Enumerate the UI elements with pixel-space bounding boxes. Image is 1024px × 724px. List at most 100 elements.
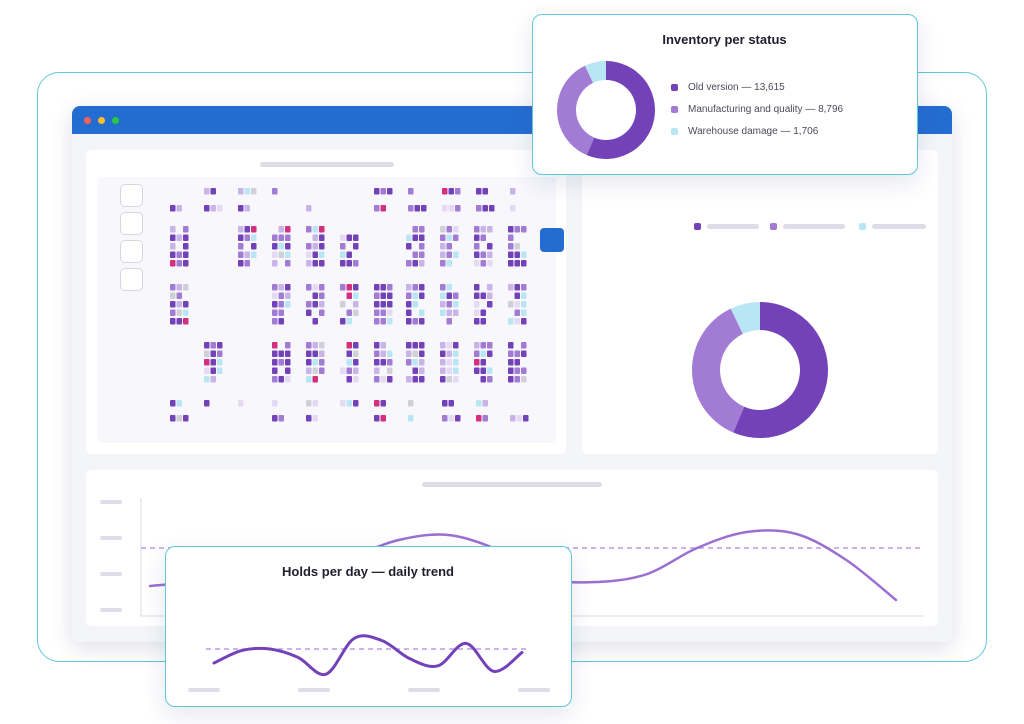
storage-cell bbox=[353, 243, 359, 250]
storage-cell bbox=[419, 292, 425, 299]
storage-cell bbox=[204, 342, 210, 349]
storage-cell bbox=[446, 243, 452, 250]
storage-cell bbox=[508, 226, 514, 233]
storage-cell bbox=[514, 226, 520, 233]
storage-cell bbox=[523, 415, 529, 422]
x-tick-placeholder bbox=[518, 688, 550, 692]
storage-cell bbox=[408, 415, 414, 422]
storage-cell bbox=[176, 400, 182, 407]
storage-cell bbox=[346, 284, 352, 291]
status-donut-card bbox=[582, 150, 938, 454]
legend-label: Warehouse damage — 1,706 bbox=[688, 125, 819, 137]
inventory-status-popup: Inventory per status Old version — 13,61… bbox=[532, 14, 918, 175]
donut-slice-warehouse-damage bbox=[584, 61, 606, 83]
storage-cell bbox=[514, 350, 520, 357]
storage-cell bbox=[170, 309, 176, 316]
storage-cell bbox=[374, 301, 380, 308]
storage-cell bbox=[183, 318, 189, 325]
storage-cell bbox=[446, 301, 452, 308]
storage-cell bbox=[440, 342, 446, 349]
storage-cell bbox=[419, 359, 425, 366]
storage-cell bbox=[508, 284, 514, 291]
map-tool-button[interactable] bbox=[120, 240, 143, 263]
storage-cell bbox=[374, 292, 380, 299]
storage-cell bbox=[510, 205, 516, 212]
storage-cell bbox=[446, 350, 452, 357]
storage-cell bbox=[278, 415, 284, 422]
storage-cell bbox=[412, 376, 418, 383]
storage-cell bbox=[346, 318, 352, 325]
storage-cell bbox=[412, 234, 418, 241]
warehouse-grid bbox=[170, 188, 529, 422]
storage-cell bbox=[412, 251, 418, 258]
map-tool-button[interactable] bbox=[120, 212, 143, 235]
storage-cell bbox=[272, 342, 278, 349]
storage-cell bbox=[251, 226, 257, 233]
storage-cell bbox=[170, 318, 176, 325]
storage-cell bbox=[406, 260, 412, 267]
legend-label-placeholder bbox=[783, 224, 845, 229]
storage-cell bbox=[312, 359, 318, 366]
storage-cell bbox=[514, 243, 520, 250]
storage-cell bbox=[278, 243, 284, 250]
storage-cell bbox=[514, 251, 520, 258]
storage-cell bbox=[412, 226, 418, 233]
storage-cell bbox=[487, 260, 493, 267]
storage-cell bbox=[508, 318, 514, 325]
maximize-dot[interactable] bbox=[112, 117, 119, 124]
storage-cell bbox=[387, 350, 393, 357]
storage-cell bbox=[508, 301, 514, 308]
storage-cell bbox=[306, 284, 312, 291]
storage-cell bbox=[406, 309, 412, 316]
storage-cell bbox=[412, 318, 418, 325]
storage-cell bbox=[285, 359, 291, 366]
storage-cell bbox=[312, 350, 318, 357]
map-tool-button[interactable] bbox=[120, 268, 143, 291]
storage-cell bbox=[312, 415, 318, 422]
storage-cell bbox=[412, 367, 418, 374]
storage-cell bbox=[380, 301, 386, 308]
storage-cell bbox=[514, 367, 520, 374]
storage-cell bbox=[387, 359, 393, 366]
storage-cell bbox=[380, 284, 386, 291]
storage-cell bbox=[387, 309, 393, 316]
storage-cell bbox=[272, 188, 278, 195]
storage-cell bbox=[272, 243, 278, 250]
storage-cell bbox=[278, 350, 284, 357]
storage-cell bbox=[455, 415, 461, 422]
x-tick-placeholder bbox=[298, 688, 330, 692]
storage-cell bbox=[176, 318, 182, 325]
donut-slice-manufacturing-and-quality bbox=[557, 65, 595, 156]
map-action-button[interactable] bbox=[540, 228, 564, 252]
storage-cell bbox=[474, 301, 480, 308]
storage-cell bbox=[406, 342, 412, 349]
x-tick-placeholder bbox=[188, 688, 220, 692]
storage-cell bbox=[346, 292, 352, 299]
storage-cell bbox=[312, 260, 318, 267]
storage-cell bbox=[412, 342, 418, 349]
storage-cell bbox=[419, 260, 425, 267]
storage-cell bbox=[285, 367, 291, 374]
storage-cell bbox=[406, 301, 412, 308]
storage-cell bbox=[406, 318, 412, 325]
storage-cell bbox=[306, 376, 312, 383]
storage-cell bbox=[272, 367, 278, 374]
map-tool-button[interactable] bbox=[120, 184, 143, 207]
storage-cell bbox=[480, 226, 486, 233]
storage-cell bbox=[238, 226, 244, 233]
storage-cell bbox=[412, 284, 418, 291]
inventory-popup-title: Inventory per status bbox=[662, 32, 787, 47]
close-dot[interactable] bbox=[84, 117, 91, 124]
storage-cell bbox=[521, 226, 527, 233]
storage-cell bbox=[380, 359, 386, 366]
storage-cell bbox=[514, 292, 520, 299]
storage-cell bbox=[340, 301, 346, 308]
storage-cell bbox=[514, 301, 520, 308]
minimize-dot[interactable] bbox=[98, 117, 105, 124]
storage-cell bbox=[346, 251, 352, 258]
storage-cell bbox=[319, 292, 325, 299]
storage-cell bbox=[419, 234, 425, 241]
storage-cell bbox=[521, 301, 527, 308]
storage-cell bbox=[285, 301, 291, 308]
storage-cell bbox=[285, 260, 291, 267]
